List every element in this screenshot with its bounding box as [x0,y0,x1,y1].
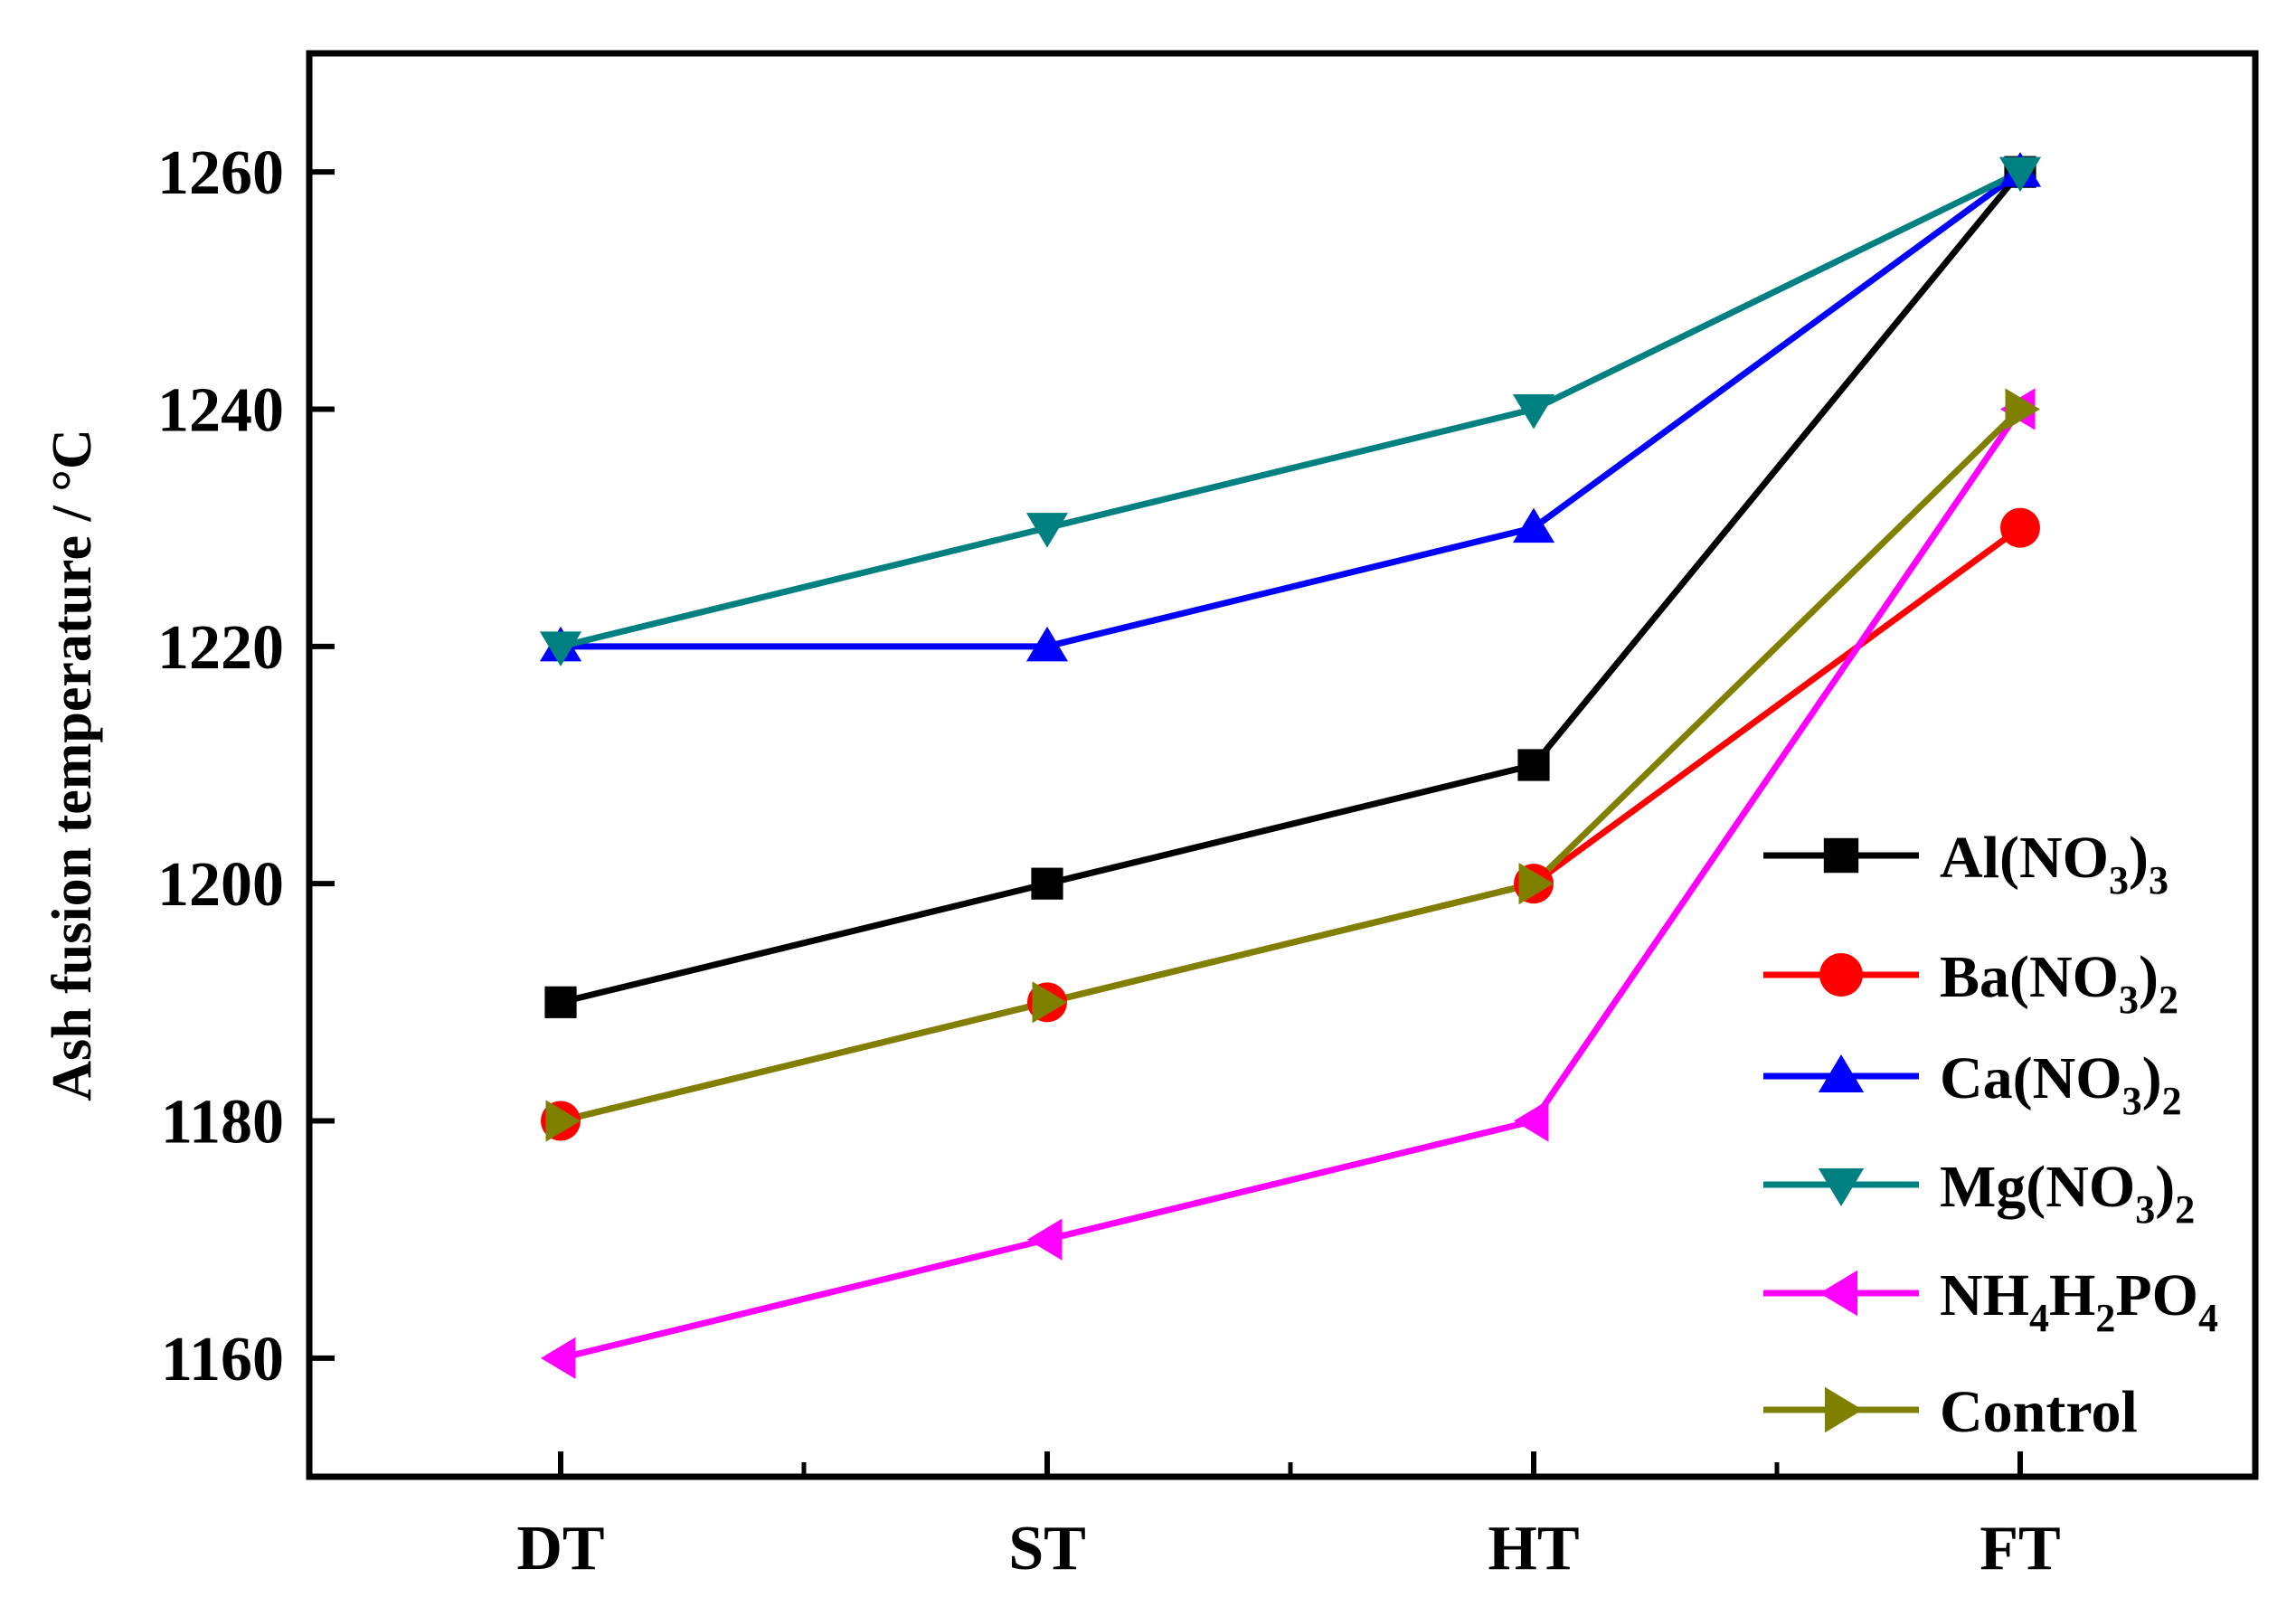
legend: Al(NO3)3 Ba(NO3)2 Ca(NO3)2 Mg(NO3)2 NH4H2PO4… [1763,825,2218,1445]
legend-marker-mg-no3-2 [1818,1168,1865,1206]
y-tick-label: 1200 [157,850,284,920]
legend-label-ba-no3-2: Ba(NO3)2 [1940,944,2178,1022]
x-tick-label: DT [516,1514,604,1583]
data-point-mg-no3-2 [539,631,582,666]
legend-marker-al-no3-3 [1823,837,1859,874]
legend-label-ca-no3-2: Ca(NO3)2 [1940,1045,2182,1123]
data-point-nh4h2po4 [1514,1100,1549,1142]
series-line-ca-no3-2 [561,169,2023,650]
plot-frame [306,50,2259,1480]
y-tick-label: 1240 [157,376,284,446]
legend-marker-ca-no3-2 [1818,1054,1865,1092]
legend-marker-control [1825,1386,1863,1433]
y-tick-label: 1180 [161,1088,284,1158]
series-line-nh4h2po4 [560,407,2023,1362]
legend-label-nh4h2po4: NH4H2PO4 [1940,1262,2218,1340]
y-tick-label: 1220 [157,613,284,683]
data-point-mg-no3-2 [1025,513,1069,548]
data-point-control [2005,388,2040,430]
data-point-control [545,1100,581,1142]
legend-label-mg-no3-2: Mg(NO3)2 [1940,1154,2195,1232]
data-point-control [1032,981,1067,1024]
y-tick-label: 1260 [157,138,284,208]
data-point-al-no3-3 [1031,867,1063,900]
legend-label-al-no3-3: Al(NO3)3 [1940,825,2168,902]
data-point-nh4h2po4 [1027,1218,1063,1261]
x-tick-label: HT [1488,1514,1579,1583]
data-point-control [1518,863,1554,905]
data-point-ba-no3-2 [2000,507,2040,548]
data-point-mg-no3-2 [1998,156,2042,193]
series-line-control [560,406,2023,1124]
series-lines [560,169,2023,1362]
series-line-al-no3-3 [560,169,2023,1006]
legend-marker-ba-no3-2 [1819,953,1863,997]
legend-label-control: Control [1940,1379,2138,1445]
legend-marker-nh4h2po4 [1819,1270,1857,1317]
series-markers [539,152,2042,1379]
data-point-mg-no3-2 [1512,394,1555,430]
data-point-ca-no3-2 [1512,507,1555,543]
axis-ticks: 1160 1180 1200 1220 1240 1260 DT ST HT FT [157,138,2061,1583]
y-tick-label: 1160 [161,1325,284,1394]
data-point-nh4h2po4 [541,1337,576,1379]
series-line-mg-no3-2 [560,169,2022,650]
y-axis-label: Ash fusion temperature / °C [42,429,103,1101]
data-point-al-no3-3 [544,986,577,1018]
x-tick-label: FT [1979,1514,2060,1583]
data-point-al-no3-3 [1517,749,1550,781]
data-point-ca-no3-2 [1025,626,1069,662]
x-tick-label: ST [1008,1514,1086,1583]
